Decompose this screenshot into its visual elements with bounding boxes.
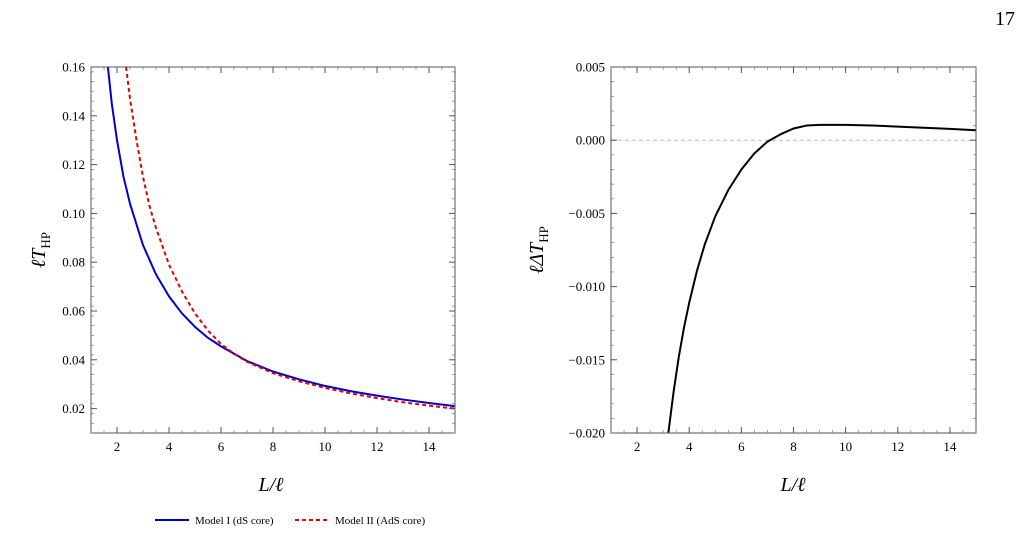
legend-label: Model II (AdS core) xyxy=(335,515,425,527)
y-axis-label: ℓTHP xyxy=(28,232,53,268)
y-tick-label: 0.10 xyxy=(62,206,85,221)
x-tick-label: 12 xyxy=(891,439,904,454)
x-tick-label: 2 xyxy=(114,439,121,454)
x-axis-label: L/ℓ xyxy=(257,474,284,496)
y-tick-label: −0.005 xyxy=(568,206,605,221)
chart-panel-2: 2 4 6 8 10 12 14 −0.020 −0.015 −0.010 −0.005 0.000 0… xyxy=(526,60,977,496)
y-tick-label: −0.010 xyxy=(568,279,605,294)
x-tick-label: 8 xyxy=(790,439,797,454)
x-tick-label: 2 xyxy=(634,439,641,454)
series-line-1-1 xyxy=(106,67,455,408)
y-tick-label: −0.020 xyxy=(568,426,605,441)
x-tick-label: 4 xyxy=(686,439,693,454)
x-tick-label: 6 xyxy=(738,439,745,454)
page-number: 17 xyxy=(995,8,1015,30)
x-tick-label: 14 xyxy=(423,439,437,454)
x-tick-label: 14 xyxy=(943,439,957,454)
chart-panel-1: 2 4 6 8 10 12 14 0.02 0.04 0.06 0.08 0.10 0.12 0.14 0.… xyxy=(28,60,456,496)
y-tick-label: −0.015 xyxy=(568,352,605,367)
series-line-2-1 xyxy=(667,123,976,433)
y-tick-label: 0.14 xyxy=(62,108,85,123)
y-axis-label: ℓΔTHP xyxy=(526,226,551,274)
y-tick-label: 0.12 xyxy=(62,157,85,172)
x-tick-label: 10 xyxy=(319,439,332,454)
y-tick-label: 0.02 xyxy=(62,401,85,416)
x-tick-label: 6 xyxy=(218,439,225,454)
x-tick-label: 8 xyxy=(270,439,277,454)
legend-label: Model I (dS core) xyxy=(195,515,274,527)
x-axis-label: L/ℓ xyxy=(779,474,806,496)
y-tick-label: 0.005 xyxy=(576,60,605,75)
plot-frame xyxy=(610,66,977,434)
y-tick-label: 0.08 xyxy=(62,255,85,270)
x-tick-label: 12 xyxy=(371,439,384,454)
series-line-1-2 xyxy=(125,67,455,410)
y-tick-label: 0.04 xyxy=(62,352,85,367)
y-tick-label: 0.06 xyxy=(62,304,85,319)
x-tick-label: 4 xyxy=(166,439,173,454)
x-tick-label: 10 xyxy=(839,439,852,454)
legend: Model I (dS core) Model II (AdS core) xyxy=(155,515,425,527)
y-tick-label: 0.16 xyxy=(62,60,85,75)
y-tick-label: 0.000 xyxy=(576,133,605,148)
